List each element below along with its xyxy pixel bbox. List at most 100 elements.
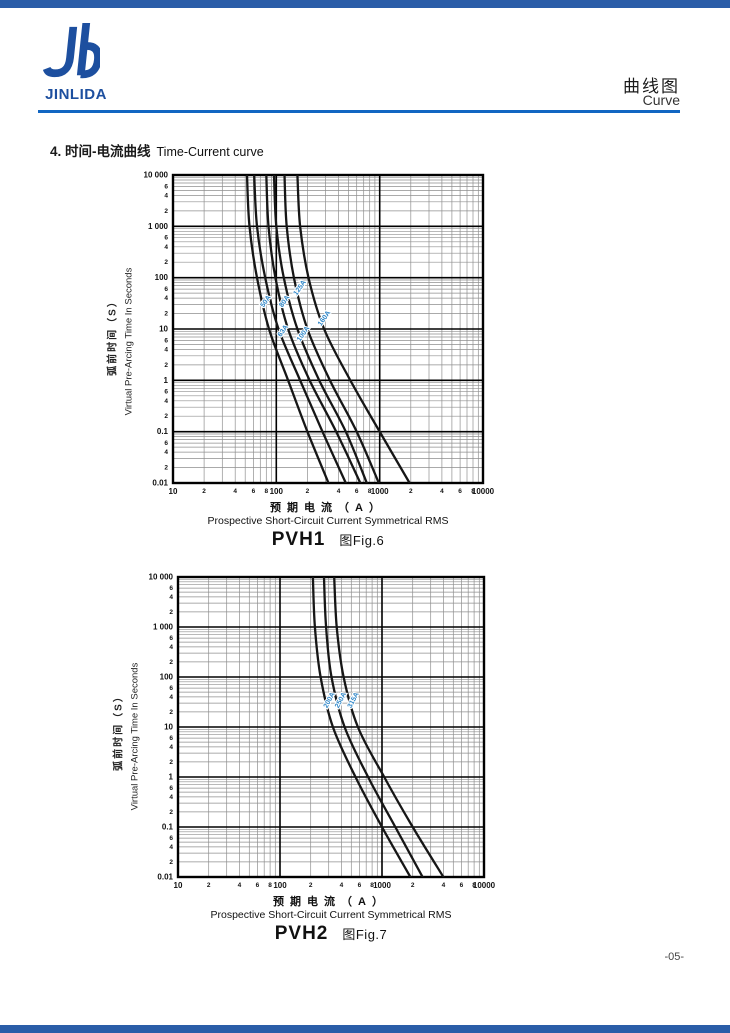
curve-63A [253, 175, 347, 483]
x-tick-label: 10000 [473, 881, 496, 890]
x-tick-label: 10 [169, 487, 178, 496]
y-minor-tick-label: 4 [169, 644, 173, 651]
curves-group [311, 577, 445, 877]
curves-group [245, 175, 411, 483]
y-minor-tick-label: 4 [164, 398, 168, 405]
section-heading: 4. 时间-电流曲线 Time-Current curve [50, 140, 264, 160]
x-tick-label: 10000 [472, 487, 495, 496]
curve-label-315A: 315A [347, 691, 361, 709]
x-minor-tick-label: 2 [409, 488, 413, 495]
header-title-en: Curve [642, 92, 680, 108]
y-minor-tick-label: 2 [169, 659, 173, 666]
y-minor-tick-label: 4 [169, 594, 173, 601]
top-blue-bar [0, 0, 730, 8]
y-tick-label: 100 [155, 273, 169, 282]
x-minor-tick-label: 8 [472, 882, 476, 889]
y-minor-tick-label: 6 [169, 685, 173, 692]
x-minor-tick-label: 6 [252, 488, 256, 495]
y-tick-label: 1 000 [148, 222, 169, 231]
y-minor-tick-label: 2 [169, 709, 173, 716]
pvh1-title-row: PVH1 图Fig.6 [173, 529, 483, 551]
x-minor-tick-label: 2 [411, 882, 415, 889]
y-tick-label: 0.1 [157, 427, 169, 436]
x-minor-tick-label: 6 [256, 882, 260, 889]
y-tick-label: 10 000 [149, 573, 174, 582]
page-number: -05- [664, 951, 684, 963]
pvh1-ylabel-cn: 弧前时间（S） [107, 295, 119, 376]
y-tick-label: 10 000 [144, 171, 169, 180]
y-minor-tick-label: 2 [164, 465, 168, 472]
x-minor-tick-label: 8 [268, 882, 272, 889]
curve-315A [333, 577, 445, 877]
pvh2-xlabel-cn: 预期电流（A） [273, 896, 389, 908]
y-minor-tick-label: 6 [164, 183, 168, 190]
bottom-blue-bar [0, 1025, 730, 1033]
y-minor-tick-label: 2 [169, 759, 173, 766]
x-minor-tick-label: 4 [440, 488, 444, 495]
pvh2-title-row: PVH2 图Fig.7 [178, 923, 484, 945]
y-tick-label: 1 [169, 773, 174, 782]
x-minor-tick-label: 8 [370, 882, 374, 889]
y-minor-tick-label: 4 [164, 192, 168, 199]
pvh1-fig-label: 图Fig.6 [339, 533, 385, 548]
curve-200A [311, 577, 412, 877]
y-minor-tick-label: 2 [164, 362, 168, 369]
x-minor-tick-label: 4 [442, 882, 446, 889]
jinlida-logo-icon [42, 23, 100, 79]
curve-50A [245, 175, 330, 483]
y-minor-tick-label: 6 [169, 585, 173, 592]
x-tick-label: 10 [174, 881, 183, 890]
pvh2-fig-label: 图Fig.7 [342, 927, 388, 942]
curve-250A [322, 577, 424, 877]
x-minor-tick-label: 6 [460, 882, 464, 889]
x-tick-label: 100 [273, 881, 287, 890]
x-minor-tick-label: 4 [337, 488, 341, 495]
curve-125A [283, 175, 380, 483]
y-minor-tick-label: 4 [169, 794, 173, 801]
y-tick-label: 100 [160, 673, 174, 682]
x-tick-label: 100 [270, 487, 284, 496]
y-minor-tick-label: 2 [169, 609, 173, 616]
x-minor-tick-label: 2 [309, 882, 313, 889]
x-minor-tick-label: 8 [368, 488, 372, 495]
y-tick-label: 0.1 [162, 823, 174, 832]
x-minor-tick-label: 4 [340, 882, 344, 889]
x-minor-tick-label: 8 [471, 488, 475, 495]
pvh2-xlabel-en: Prospective Short-Circuit Current Symmet… [210, 909, 452, 921]
y-minor-tick-label: 6 [164, 440, 168, 447]
y-minor-tick-label: 6 [169, 835, 173, 842]
y-minor-tick-label: 6 [164, 235, 168, 242]
section-heading-en: Time-Current curve [156, 145, 264, 159]
x-minor-tick-label: 6 [355, 488, 359, 495]
pvh1-xlabel-cn: 预期电流（A） [270, 502, 386, 514]
y-minor-tick-label: 2 [169, 859, 173, 866]
y-tick-label: 0.01 [152, 479, 168, 488]
y-tick-label: 10 [164, 723, 173, 732]
logo-text: JINLIDA [45, 86, 107, 103]
x-minor-tick-label: 4 [238, 882, 242, 889]
curve-80A [265, 175, 362, 483]
x-tick-label: 1000 [373, 881, 391, 890]
y-tick-label: 1 000 [153, 623, 174, 632]
y-minor-tick-label: 4 [164, 346, 168, 353]
curve-160A [296, 175, 411, 483]
header-title-cn: 曲线图 [623, 77, 680, 96]
curve-100A [272, 175, 368, 483]
y-minor-tick-label: 4 [164, 295, 168, 302]
header-rule [38, 110, 680, 113]
y-minor-tick-label: 4 [169, 694, 173, 701]
y-minor-tick-label: 2 [164, 311, 168, 318]
y-tick-label: 1 [164, 376, 169, 385]
y-minor-tick-label: 2 [164, 208, 168, 215]
y-minor-tick-label: 4 [169, 844, 173, 851]
pvh2-ylabel-en: Virtual Pre-Arcing Time In Seconds [129, 662, 141, 811]
pvh1-xlabel-en: Prospective Short-Circuit Current Symmet… [207, 515, 449, 527]
x-minor-tick-label: 6 [358, 882, 362, 889]
plot-border [176, 575, 486, 879]
x-minor-tick-label: 6 [458, 488, 462, 495]
y-minor-tick-label: 6 [164, 286, 168, 293]
